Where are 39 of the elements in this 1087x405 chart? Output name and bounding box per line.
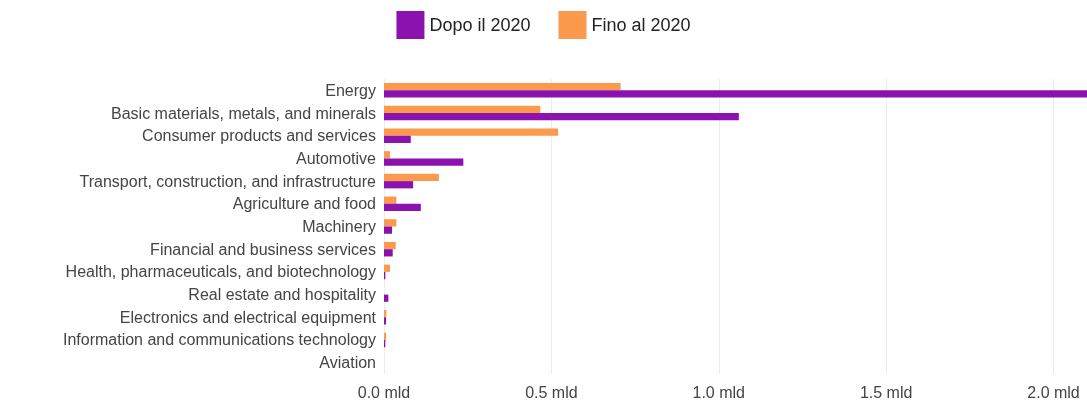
y-tick-label: Basic materials, metals, and minerals — [111, 104, 376, 122]
bar — [384, 173, 439, 182]
bar — [384, 158, 464, 166]
bar — [384, 203, 421, 212]
x-tick-label: 1.0 mld — [692, 383, 745, 401]
bar — [384, 181, 414, 189]
bar — [384, 332, 387, 340]
bar — [384, 113, 739, 121]
y-tick-label: Energy — [325, 81, 376, 99]
bar — [384, 249, 393, 257]
bar — [384, 317, 387, 325]
legend-label: Dopo il 2020 — [429, 15, 531, 35]
y-tick-label: Information and communications technology — [62, 331, 376, 349]
bar — [384, 264, 391, 272]
y-tick-label: Automotive — [295, 149, 377, 167]
legend-label: Fino al 2020 — [591, 15, 691, 35]
bar — [384, 135, 411, 143]
y-tick-label: Real estate and hospitality — [188, 286, 376, 304]
x-tick-label: 0.5 mld — [525, 383, 578, 401]
y-tick-label: Aviation — [319, 354, 376, 372]
bar — [384, 105, 541, 114]
bar — [384, 90, 1087, 98]
bar — [384, 219, 397, 227]
bar — [384, 151, 391, 159]
y-tick-label: Consumer products and services — [142, 127, 376, 145]
y-tick-label: Agriculture and food — [232, 195, 376, 213]
x-tick-label: 1.5 mld — [859, 383, 913, 401]
x-tick-label: 0.0 mld — [357, 383, 411, 401]
x-tick-label: 2.0 mld — [1027, 383, 1080, 401]
y-tick-label: Financial and business services — [150, 240, 376, 258]
bar — [384, 128, 559, 136]
bar — [384, 196, 397, 204]
y-tick-label: Transport, construction, and infrastructure — [79, 172, 377, 190]
y-tick-label: Electronics and electrical equipment — [119, 308, 377, 326]
bar — [384, 241, 396, 250]
y-tick-label: Health, pharmaceuticals, and biotechnology — [65, 263, 376, 281]
bar — [384, 83, 621, 91]
y-tick-label: Machinery — [302, 218, 376, 235]
bar — [384, 226, 393, 234]
